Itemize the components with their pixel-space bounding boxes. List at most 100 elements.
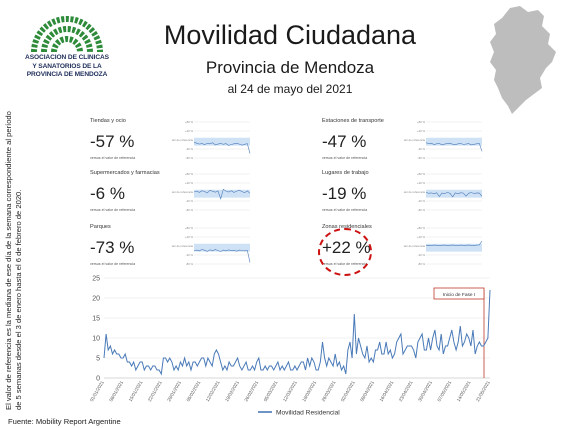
- x-tick-label: 19/03/2021: [301, 380, 317, 403]
- x-tick-label: 30/04/2021: [417, 380, 433, 403]
- card-sparkline: +80 % +40 % Valor de referencia -40 % -80 %: [172, 120, 251, 160]
- mendoza-map-icon: [490, 6, 556, 114]
- x-tick-label: 12/02/2021: [205, 380, 221, 403]
- card-note: versus el valor de referencia: [322, 208, 368, 212]
- spark-line: [425, 192, 483, 198]
- card-value: -19 %: [322, 184, 367, 203]
- x-tick-label: 16/04/2021: [379, 380, 395, 403]
- logo-arch-icon: [31, 16, 103, 53]
- mobility-card: Tiendas y ocio -57 % versus el valor de re…: [90, 118, 260, 172]
- x-tick-label: 08/01/2021: [108, 380, 124, 403]
- x-tick-label: 05/03/2021: [263, 380, 279, 403]
- logo-line-2: Y SANATORIOS DE LA: [32, 62, 102, 70]
- mobility-card: Lugares de trabajo -19 % versus el valor d…: [322, 170, 492, 224]
- spark-tick-label: Valor de referencia: [404, 138, 425, 142]
- x-tick-label: 29/01/2021: [166, 380, 182, 403]
- y-tick-label: 15: [92, 316, 100, 323]
- spark-band: [426, 137, 482, 146]
- x-tick-label: 26/03/2021: [321, 380, 337, 403]
- spark-tick-label: +40 %: [185, 129, 194, 133]
- y-tick-label: 10: [92, 336, 100, 343]
- spark-band: [194, 137, 250, 146]
- page-subtitle: Provincia de Mendoza: [205, 58, 375, 77]
- phase-marker-box: [433, 287, 485, 300]
- spark-tick-label: +80 %: [185, 172, 194, 176]
- y-tick-label: 25: [92, 276, 100, 283]
- y-tick-label: 5: [96, 356, 100, 363]
- mobility-card: Parques -73 % versus el valor de referenci…: [90, 224, 260, 278]
- card-value: -73 %: [90, 238, 135, 257]
- spark-line: [425, 240, 483, 246]
- spark-tick-label: +40 %: [417, 235, 426, 239]
- y-tick-label: 20: [92, 296, 100, 303]
- spark-tick-label: -40 %: [418, 147, 426, 151]
- spark-band: [426, 189, 482, 198]
- spark-tick-label: +80 %: [185, 226, 194, 230]
- x-tick-label: 02/04/2021: [340, 380, 356, 403]
- spark-tick-label: +40 %: [185, 235, 194, 239]
- reference-note: El valor de referencia es la mediana de …: [4, 111, 23, 410]
- logo-line-1: ASOCIACION DE CLINICAS: [25, 54, 109, 61]
- x-tick-label: 26/02/2021: [243, 380, 259, 403]
- spark-tick-label: -80 %: [418, 156, 426, 160]
- card-value: -47 %: [322, 132, 367, 151]
- spark-tick-label: +80 %: [417, 226, 426, 230]
- logo-line-3: PROVINCIA DE MENDOZA: [26, 71, 108, 79]
- x-tick-label: 21/05/2021: [475, 380, 491, 403]
- y-tick-label: 0: [96, 376, 100, 383]
- spark-tick-label: Valor de referencia: [404, 190, 425, 194]
- report-date: al 24 de mayo del 2021: [227, 82, 353, 96]
- spark-tick-label: Valor de referencia: [172, 138, 193, 142]
- card-note: versus el valor de referencia: [90, 208, 136, 212]
- spark-line: [193, 142, 251, 154]
- card-category: Lugares de trabajo: [322, 170, 369, 176]
- card-value: -57 %: [90, 132, 135, 151]
- highlight-circle: [318, 228, 372, 276]
- phase-marker-label: Inicio de Fase I: [443, 292, 476, 298]
- card-sparkline: +80 % +40 % Valor de referencia -40 % -80 %: [404, 226, 483, 266]
- card-category: Tiendas y ocio: [90, 118, 126, 124]
- card-note: versus el valor de referencia: [322, 156, 368, 160]
- spark-line: [193, 188, 251, 200]
- spark-tick-label: +40 %: [417, 129, 426, 133]
- spark-band: [194, 243, 250, 252]
- x-tick-label: 07/05/2021: [436, 380, 452, 403]
- spark-tick-label: -40 %: [418, 199, 426, 203]
- mobility-card: Supermercados y farmacias -6 % versus el v…: [90, 170, 260, 224]
- spark-tick-label: +40 %: [417, 181, 426, 185]
- card-note: versus el valor de referencia: [90, 156, 136, 160]
- spark-line: [193, 249, 251, 263]
- spark-tick-label: -80 %: [418, 208, 426, 212]
- card-sparkline: +80 % +40 % Valor de referencia -40 % -80 %: [404, 120, 483, 160]
- residential-mobility-chart: 0 5 10 15 20 25 01/01/2021 08/01/2021 15/01/2021…: [89, 276, 491, 417]
- x-tick-label: 09/04/2021: [359, 380, 375, 403]
- spark-tick-label: -80 %: [186, 156, 194, 160]
- spark-band: [426, 243, 482, 252]
- spark-tick-label: -40 %: [186, 199, 194, 203]
- x-tick-label: 23/04/2021: [398, 380, 414, 403]
- spark-tick-label: -80 %: [418, 262, 426, 266]
- source-note: Fuente: Mobility Report Argentine: [8, 417, 121, 426]
- x-tick-label: 15/01/2021: [128, 380, 144, 403]
- card-category: Supermercados y farmacias: [90, 170, 160, 176]
- card-sparkline: +80 % +40 % Valor de referencia -40 % -80 %: [172, 172, 251, 212]
- spark-tick-label: Valor de referencia: [172, 244, 193, 248]
- spark-tick-label: Valor de referencia: [172, 190, 193, 194]
- x-tick-label: 14/05/2021: [456, 380, 472, 403]
- card-category: Zonas residenciales: [322, 224, 372, 230]
- page-title: Movilidad Ciudadana: [163, 20, 417, 50]
- spark-tick-label: -40 %: [186, 253, 194, 257]
- spark-tick-label: +80 %: [185, 120, 194, 124]
- mobility-card: Estaciones de transporte -47 % versus el v…: [322, 118, 492, 172]
- card-sparkline: +80 % +40 % Valor de referencia -40 % -80 %: [172, 226, 251, 266]
- card-note: versus el valor de referencia: [90, 262, 136, 266]
- spark-tick-label: -40 %: [186, 147, 194, 151]
- spark-tick-label: Valor de referencia: [404, 244, 425, 248]
- series-line-residencial: [103, 289, 491, 376]
- x-tick-label: 19/02/2021: [224, 380, 240, 403]
- spark-tick-label: -40 %: [418, 253, 426, 257]
- logo: ASOCIACION DE CLINICAS Y SANATORIOS DE L…: [12, 8, 122, 94]
- card-category: Parques: [90, 224, 111, 230]
- x-tick-label: 22/01/2021: [147, 380, 163, 403]
- spark-line: [425, 142, 483, 152]
